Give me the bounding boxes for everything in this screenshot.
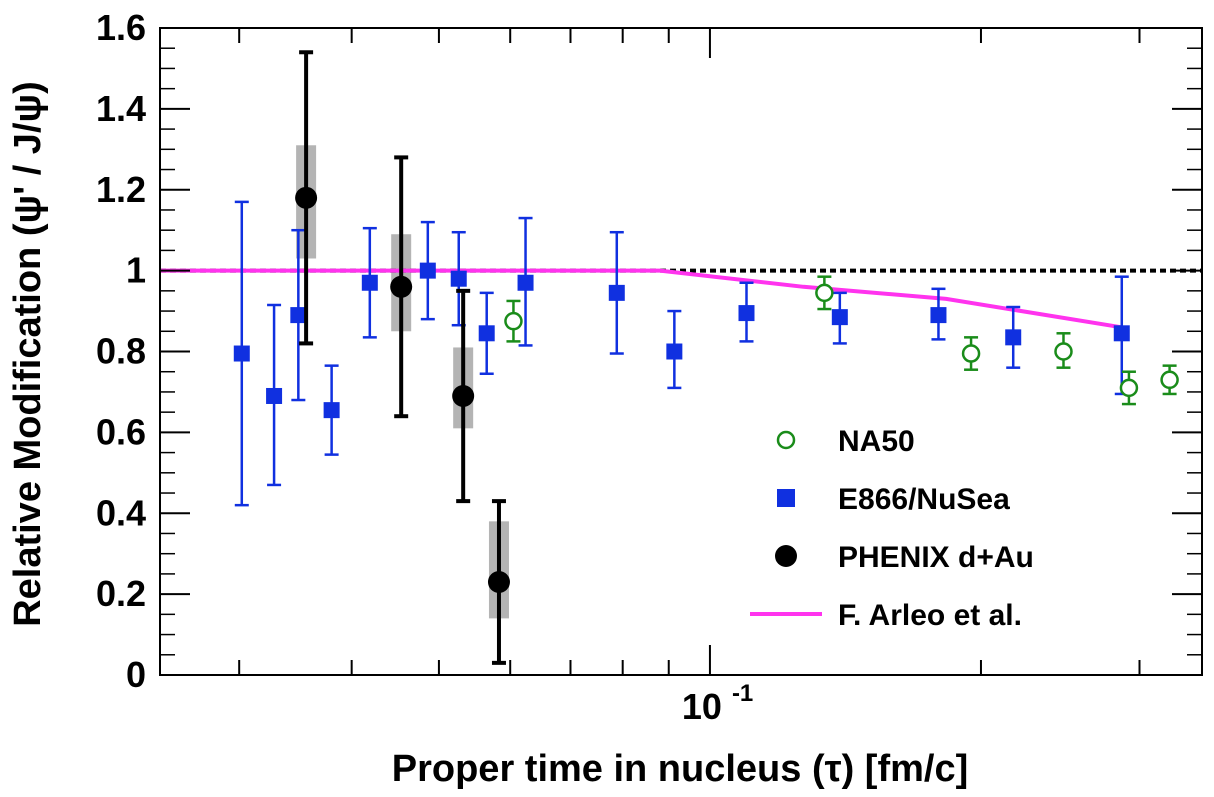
model-curve-line	[160, 268, 1122, 330]
e866-point	[419, 262, 436, 279]
legend-na50-marker	[776, 430, 796, 450]
phenix-point	[452, 384, 475, 407]
axis-labels-layer: Proper time in nucleus (τ) [fm/c] Relati…	[7, 81, 968, 790]
y-tick-label: 1.6	[96, 7, 146, 48]
e866-point	[517, 274, 534, 291]
e866-point	[323, 402, 340, 419]
e866-point	[831, 309, 848, 326]
y-axis-title: Relative Modification (ψ' / J/ψ)	[7, 81, 49, 627]
legend-label: E866/NuSea	[838, 483, 1010, 516]
legend: NA50 E866/NuSea PHENIX d+Au F. Arleo et al.	[750, 425, 1034, 632]
axis-ticks-layer: 0 0.2 0.4 0.6 0.8 1 1.2 1.4 1.6 10 -1	[96, 7, 1202, 727]
na50-point	[1119, 378, 1139, 398]
e866-point	[478, 325, 495, 342]
x-tick-label-exponent: -1	[732, 680, 753, 707]
legend-e866-marker	[777, 489, 795, 507]
y-tick-label: 0.8	[96, 331, 146, 372]
e866-point	[1005, 329, 1022, 346]
e866-point	[930, 307, 947, 324]
e866-point	[233, 345, 250, 362]
e866-point	[666, 343, 683, 360]
series-layer	[160, 50, 1179, 665]
x-tick-label: 10	[682, 686, 722, 727]
phenix-point	[295, 186, 318, 209]
y-tick-label: 1	[126, 250, 146, 291]
na50-point	[504, 311, 523, 331]
y-tick-label: 1.2	[96, 169, 146, 210]
e866-point	[290, 307, 307, 324]
e866-point	[608, 284, 625, 301]
e866-point	[361, 274, 378, 291]
na50-point	[815, 283, 834, 303]
y-tick-label: 0	[126, 654, 146, 695]
na50-point	[1054, 342, 1073, 361]
legend-phenix-marker	[775, 545, 797, 567]
e866-point	[450, 270, 467, 287]
legend-label: F. Arleo et al.	[838, 599, 1022, 632]
legend-label: NA50	[838, 425, 915, 458]
na50-point	[1160, 370, 1179, 390]
y-tick-label: 1.4	[96, 88, 146, 129]
legend-label: PHENIX d+Au	[838, 541, 1034, 574]
e866-point	[738, 305, 755, 322]
y-tick-label: 0.2	[96, 573, 146, 614]
e866-point	[1113, 325, 1130, 342]
e866-point	[266, 387, 283, 404]
phenix-point	[390, 275, 413, 298]
y-tick-label: 0.6	[96, 411, 146, 452]
y-tick-label: 0.4	[96, 492, 146, 533]
phenix-point	[487, 570, 510, 593]
x-axis-title: Proper time in nucleus (τ) [fm/c]	[392, 748, 968, 790]
na50-point	[961, 344, 981, 363]
